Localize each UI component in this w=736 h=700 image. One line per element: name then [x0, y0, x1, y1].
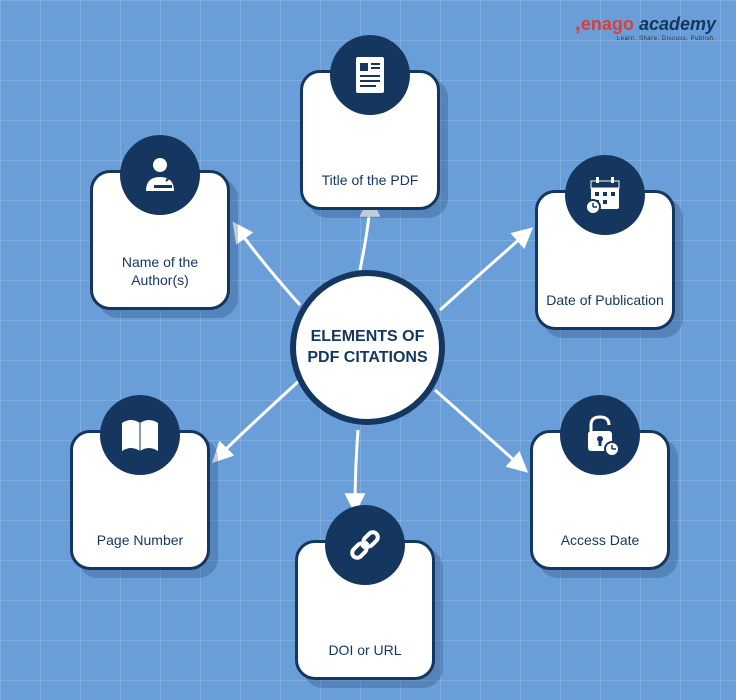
card-title-pdf: Title of the PDF [300, 70, 440, 210]
author-icon [120, 135, 200, 215]
logo-brand: enago [581, 14, 634, 34]
document-icon [330, 35, 410, 115]
card-label: DOI or URL [328, 641, 401, 659]
card-doi: DOI or URL [295, 540, 435, 680]
book-icon [100, 395, 180, 475]
lock-icon [560, 395, 640, 475]
brand-logo: ,enago academy Learn. Share. Discuss. Pu… [575, 10, 716, 42]
card-label: Date of Publication [546, 291, 664, 309]
center-title: ELEMENTS OF PDF CITATIONS [306, 327, 429, 369]
link-icon [325, 505, 405, 585]
card-label: Title of the PDF [322, 171, 419, 189]
center-hub: ELEMENTS OF PDF CITATIONS [290, 270, 445, 425]
card-label: Page Number [97, 531, 183, 549]
card-author: Name of the Author(s) [90, 170, 230, 310]
card-page: Page Number [70, 430, 210, 570]
card-date-pub: Date of Publication [535, 190, 675, 330]
card-label: Name of the Author(s) [101, 253, 219, 289]
logo-brand2: academy [639, 14, 716, 34]
calendar-icon [565, 155, 645, 235]
logo-tagline: Learn. Share. Discuss. Publish. [575, 36, 716, 42]
card-label: Access Date [561, 531, 640, 549]
card-access: Access Date [530, 430, 670, 570]
